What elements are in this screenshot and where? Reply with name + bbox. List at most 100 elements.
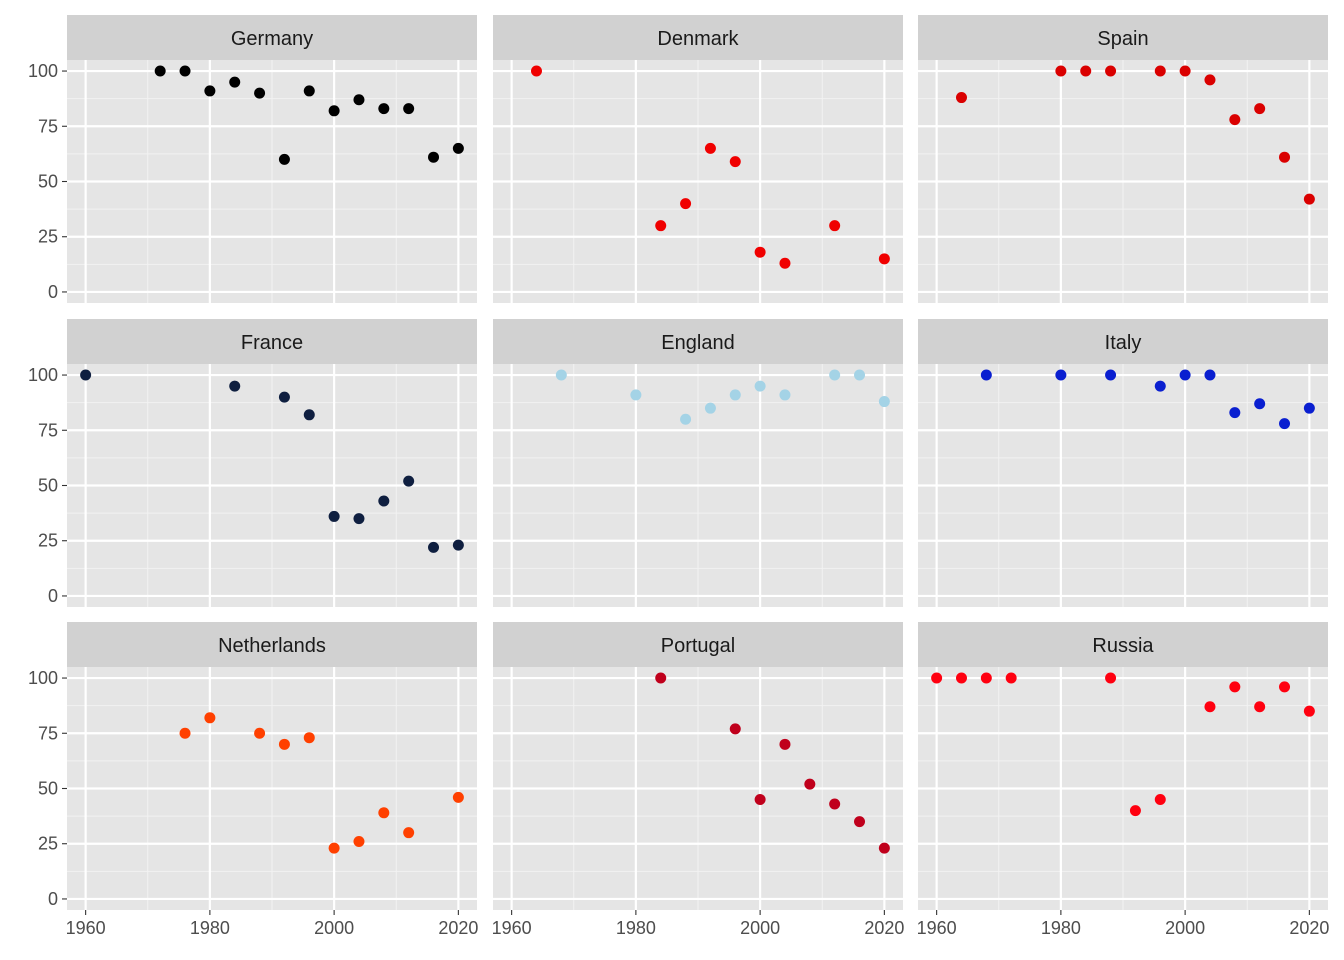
data-point	[704, 402, 716, 414]
y-tick-label: 75	[38, 116, 58, 136]
strip-label: France	[241, 332, 303, 354]
data-point	[854, 816, 866, 828]
facet-england: England	[493, 319, 903, 607]
data-point	[878, 396, 890, 408]
data-point	[1254, 398, 1266, 410]
data-point	[1204, 701, 1216, 713]
facet-italy: Italy	[918, 319, 1328, 607]
facet-france: France 0 25 50 75 100	[28, 319, 477, 607]
data-point	[655, 672, 667, 684]
data-point	[452, 791, 464, 803]
data-point	[353, 836, 365, 848]
x-tick-label: 1960	[917, 918, 957, 938]
data-point	[829, 220, 841, 232]
data-point	[530, 65, 542, 77]
data-point	[680, 413, 692, 425]
data-point	[955, 92, 967, 104]
data-point	[1179, 369, 1191, 381]
data-point	[1055, 369, 1067, 381]
data-point	[204, 85, 216, 97]
data-point	[655, 220, 667, 232]
data-point	[555, 369, 567, 381]
y-tick-label: 75	[38, 420, 58, 440]
data-point	[878, 253, 890, 265]
strip-label: Denmark	[657, 28, 739, 50]
facet-netherlands: Netherlands 0 25 50 75 100 1960 1980 2000 2020	[28, 622, 478, 938]
strip	[67, 622, 477, 667]
x-tick-label: 1980	[616, 918, 656, 938]
strip	[67, 15, 477, 60]
strip	[918, 319, 1328, 364]
data-point	[1179, 65, 1191, 77]
data-point	[278, 391, 290, 403]
data-point	[154, 65, 166, 77]
data-point	[1254, 103, 1266, 115]
strip-label: Portugal	[661, 635, 736, 657]
data-point	[779, 389, 791, 401]
facet-spain: Spain	[918, 15, 1328, 303]
data-point	[1105, 65, 1117, 77]
y-tick-label: 100	[28, 668, 58, 688]
facet-russia: Russia 1960 1980 2000 2020	[917, 622, 1329, 938]
data-point	[452, 539, 464, 551]
data-point	[1129, 805, 1141, 817]
data-point	[829, 369, 841, 381]
data-point	[980, 369, 992, 381]
data-point	[754, 246, 766, 258]
x-tick-label: 2020	[864, 918, 904, 938]
data-point	[278, 738, 290, 750]
y-tick-label: 0	[48, 586, 58, 606]
x-tick-label: 2000	[314, 918, 354, 938]
data-point	[254, 727, 266, 739]
data-point	[80, 369, 92, 381]
data-point	[1279, 681, 1291, 693]
strip	[918, 15, 1328, 60]
data-point	[254, 87, 266, 99]
y-tick-label: 0	[48, 282, 58, 302]
y-tick-label: 100	[28, 365, 58, 385]
data-point	[303, 409, 315, 421]
data-point	[328, 510, 340, 522]
x-tick-label: 2020	[438, 918, 478, 938]
data-point	[378, 103, 390, 115]
data-point	[729, 156, 741, 168]
x-tick-label: 2000	[740, 918, 780, 938]
y-tick-label: 50	[38, 476, 58, 496]
data-point	[378, 495, 390, 507]
data-point	[1303, 705, 1315, 717]
data-point	[328, 105, 340, 117]
y-tick-label: 25	[38, 834, 58, 854]
y-tick-label: 25	[38, 227, 58, 247]
data-point	[1229, 681, 1241, 693]
data-point	[452, 142, 464, 154]
data-point	[303, 85, 315, 97]
strip-label: Spain	[1097, 28, 1148, 50]
data-point	[1279, 418, 1291, 430]
data-point	[303, 732, 315, 744]
data-point	[630, 389, 642, 401]
y-tick-label: 50	[38, 779, 58, 799]
y-tick-label: 50	[38, 172, 58, 192]
strip	[67, 319, 477, 364]
data-point	[428, 541, 440, 553]
data-point	[980, 672, 992, 684]
data-point	[1105, 369, 1117, 381]
y-tick-label: 100	[28, 61, 58, 81]
data-point	[878, 842, 890, 854]
data-point	[804, 778, 816, 790]
strip-label: Russia	[1092, 635, 1154, 657]
data-point	[931, 672, 943, 684]
data-point	[1229, 114, 1241, 126]
data-point	[854, 369, 866, 381]
data-point	[1154, 794, 1166, 806]
data-point	[403, 103, 415, 115]
data-point	[1080, 65, 1092, 77]
data-point	[1229, 407, 1241, 419]
data-point	[1105, 672, 1117, 684]
data-point	[353, 513, 365, 525]
y-tick-label: 25	[38, 531, 58, 551]
data-point	[428, 151, 440, 163]
data-point	[1154, 65, 1166, 77]
facet-portugal: Portugal 1960 1980 2000 2020	[492, 622, 904, 938]
